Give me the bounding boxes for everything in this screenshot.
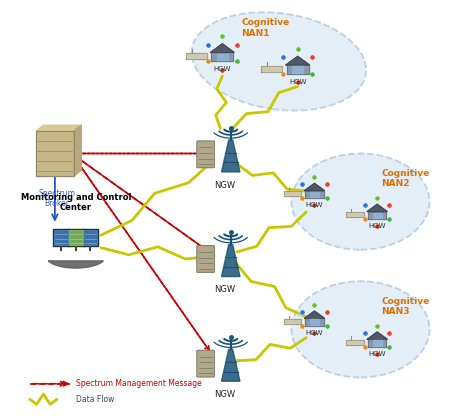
- Text: HGW: HGW: [306, 330, 323, 336]
- Polygon shape: [221, 140, 240, 172]
- Text: HGW: HGW: [306, 202, 323, 208]
- Text: NGW: NGW: [214, 390, 235, 399]
- Text: NGW: NGW: [214, 181, 235, 190]
- Polygon shape: [221, 349, 240, 381]
- Polygon shape: [283, 192, 301, 197]
- Polygon shape: [310, 319, 319, 325]
- Polygon shape: [217, 54, 228, 60]
- Text: HGW: HGW: [368, 351, 386, 357]
- Polygon shape: [292, 66, 303, 73]
- Polygon shape: [211, 52, 233, 61]
- FancyBboxPatch shape: [197, 350, 214, 377]
- Polygon shape: [305, 318, 324, 326]
- Polygon shape: [304, 184, 325, 191]
- Polygon shape: [68, 228, 84, 246]
- Text: HGW: HGW: [368, 223, 386, 229]
- Polygon shape: [368, 212, 386, 219]
- Polygon shape: [367, 332, 387, 339]
- Text: Cognitive
NAN2: Cognitive NAN2: [382, 169, 429, 188]
- Polygon shape: [368, 339, 386, 346]
- Polygon shape: [48, 261, 103, 268]
- Polygon shape: [305, 191, 324, 198]
- Polygon shape: [261, 66, 282, 72]
- FancyBboxPatch shape: [197, 246, 214, 273]
- Polygon shape: [221, 245, 240, 276]
- Text: Cognitive
NAN3: Cognitive NAN3: [382, 297, 429, 316]
- Text: Monitoring and Control
Center: Monitoring and Control Center: [20, 193, 131, 212]
- Polygon shape: [53, 228, 69, 246]
- Text: HGW: HGW: [214, 66, 231, 72]
- Polygon shape: [287, 65, 309, 74]
- Polygon shape: [286, 56, 310, 65]
- Polygon shape: [367, 204, 387, 212]
- Polygon shape: [346, 340, 364, 345]
- Text: Spectrum Management Message: Spectrum Management Message: [76, 379, 201, 388]
- Text: NGW: NGW: [214, 285, 235, 294]
- Ellipse shape: [292, 153, 429, 250]
- Polygon shape: [36, 131, 74, 176]
- Text: Cognitive
NAN1: Cognitive NAN1: [241, 18, 290, 38]
- Polygon shape: [69, 230, 82, 245]
- Ellipse shape: [191, 12, 366, 110]
- Polygon shape: [373, 340, 382, 346]
- Polygon shape: [310, 192, 319, 197]
- Text: HGW: HGW: [289, 79, 307, 85]
- FancyBboxPatch shape: [197, 141, 214, 168]
- Polygon shape: [84, 230, 97, 245]
- Polygon shape: [373, 213, 382, 218]
- Polygon shape: [186, 53, 207, 59]
- Polygon shape: [283, 319, 301, 324]
- Polygon shape: [304, 311, 325, 318]
- Text: Spectrum
Broker: Spectrum Broker: [38, 189, 75, 208]
- Polygon shape: [55, 230, 68, 245]
- Text: Data Flow: Data Flow: [76, 395, 114, 404]
- Polygon shape: [74, 125, 81, 176]
- Polygon shape: [210, 44, 234, 52]
- Polygon shape: [82, 228, 99, 246]
- Ellipse shape: [292, 281, 429, 378]
- Polygon shape: [346, 213, 364, 218]
- Polygon shape: [36, 125, 81, 131]
